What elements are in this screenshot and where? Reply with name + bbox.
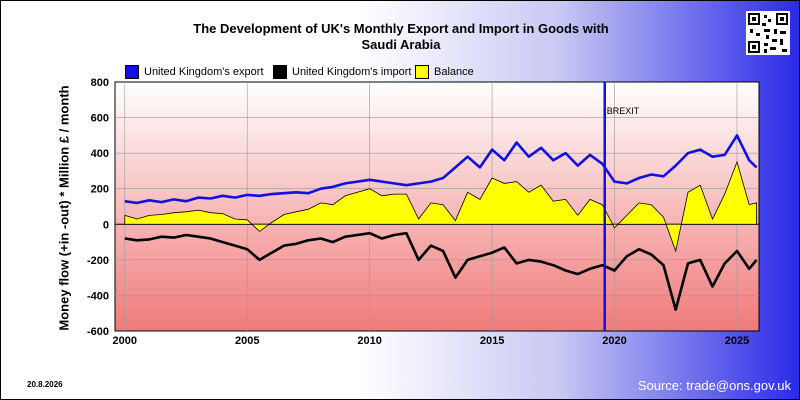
chart-title: The Development of UK's Monthly Export a…: [151, 21, 651, 53]
legend-swatch-import: [273, 65, 287, 79]
y-tick-label: -200: [87, 255, 109, 267]
x-tick-label: 2000: [113, 335, 137, 347]
footer-source[interactable]: Source: trade@ons.gov.uk: [637, 378, 791, 393]
chart-title-line-2: Saudi Arabia: [361, 37, 441, 52]
legend-item-export[interactable]: United Kingdom's export: [125, 65, 264, 79]
legend-swatch-balance: [415, 65, 429, 79]
footer-date: 20.8.2026: [27, 380, 63, 389]
x-tick-label: 2010: [357, 335, 381, 347]
x-tick-label: 2015: [480, 335, 504, 347]
brexit-label: BREXIT: [607, 106, 640, 116]
legend-label-balance: Balance: [434, 66, 474, 78]
y-tick-label: -600: [87, 326, 109, 338]
qr-code-icon[interactable]: [746, 11, 790, 55]
y-tick-label: -400: [87, 290, 109, 302]
y-tick-label: 0: [103, 219, 109, 231]
y-tick-label: 400: [91, 148, 109, 160]
x-tick-label: 2020: [602, 335, 626, 347]
legend-label-export: United Kingdom's export: [144, 66, 264, 78]
x-tick-label: 2025: [725, 335, 749, 347]
legend-label-import: United Kingdom's import: [292, 66, 412, 78]
legend-swatch-export: [125, 65, 139, 79]
chart-title-line-1: The Development of UK's Monthly Export a…: [193, 21, 609, 36]
x-tick-label: 2005: [235, 335, 259, 347]
y-tick-label: 800: [91, 77, 109, 89]
legend-item-import[interactable]: United Kingdom's import: [273, 65, 412, 79]
y-tick-label: 600: [91, 113, 109, 125]
series-export-line: [124, 134, 758, 205]
y-tick-label: 200: [91, 184, 109, 196]
series-import-line: [124, 231, 758, 312]
series-balance-area: [124, 160, 758, 253]
legend-item-balance[interactable]: Balance: [415, 65, 474, 79]
